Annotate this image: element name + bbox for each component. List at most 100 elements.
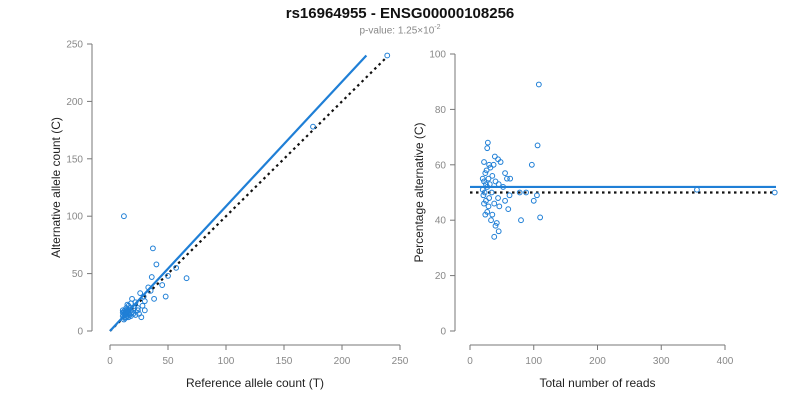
left-data-point [138,314,145,321]
right-data-point [497,159,504,165]
left-x-axis-title: Reference allele count (T) [186,376,324,390]
right-data-point [484,139,491,146]
right-data-point [507,175,514,182]
right-data-point [484,145,491,152]
left-data-point [134,305,141,311]
right-y-tick-label: 80 [435,105,447,116]
left-panel: 0 50 100 150 200 250 0 50 100 150 200 250 Reference … [49,40,409,391]
right-data-point [481,200,487,207]
left-y-tick-label: 100 [66,212,83,223]
p-value-exponent: -2 [434,24,441,31]
right-data-point [482,170,489,177]
left-data-point [310,123,316,130]
left-data-point [148,274,155,280]
left-data-point [173,264,180,271]
left-y-tick-label: 50 [72,269,84,280]
left-data-point [137,290,144,297]
left-y-axis-title: Alternative allele count (C) [49,117,63,258]
right-data-point [495,228,502,235]
right-data-point [530,197,537,204]
right-data-point [495,195,501,201]
right-data-point [502,197,508,204]
right-data-point [486,195,493,201]
right-panel: 0 100 200 300 400 0 20 40 60 80 100 Total number of… [412,50,778,390]
right-data-point [537,214,544,221]
right-data-point [491,200,498,207]
left-data-point [150,245,156,252]
left-x-tick-label: 150 [276,356,293,367]
right-data-point [518,217,524,224]
right-data-point [491,233,498,240]
left-data-point [121,213,127,220]
right-data-point [487,164,494,171]
right-data-point [479,175,486,182]
right-data-point [516,189,523,196]
left-data-point [153,261,160,268]
right-data-point [483,167,490,174]
right-data-point [771,189,778,196]
right-data-point [535,81,542,88]
right-data-point [480,192,487,199]
right-data-point [488,189,495,196]
left-x-tick-label: 50 [162,356,174,367]
left-data-point [125,314,132,321]
left-data-point [165,272,171,279]
left-data-point [151,295,157,302]
right-y-tick-label: 60 [435,160,447,171]
right-data-point [489,211,496,218]
right-x-tick-label: 100 [525,356,542,367]
right-x-axis-title: Total number of reads [539,376,655,390]
right-x-tick-label: 300 [653,356,670,367]
left-x-tick-label: 250 [392,356,409,367]
right-y-tick-label: 40 [435,216,447,227]
left-x-tick-label: 0 [107,356,113,367]
left-data-point [162,293,169,300]
right-data-point [523,189,529,196]
right-data-point [496,203,503,210]
right-data-point [489,172,496,179]
right-data-point [492,178,499,185]
left-data-point [183,275,190,282]
left-y-tick-label: 0 [77,327,83,338]
right-x-tick-label: 400 [717,356,734,367]
right-data-point [481,159,487,165]
left-data-point [132,312,139,318]
left-reference-line [109,56,387,332]
right-data-point [482,211,489,218]
right-data-point [534,192,540,199]
left-x-tick-label: 100 [218,356,235,367]
right-data-point [491,153,498,160]
right-data-point [528,161,535,168]
right-data-point [493,220,500,226]
right-data-point [502,170,508,177]
left-x-tick-label: 200 [334,356,351,367]
right-data-point [492,222,499,229]
right-data-point [488,217,494,224]
right-data-point [534,142,541,149]
chart-title: rs16964955 - ENSG00000108256 [285,5,515,22]
left-data-point [129,295,135,302]
right-x-tick-label: 0 [467,356,473,367]
right-y-tick-label: 20 [435,271,447,282]
chart-subtitle: p-value: 1.25×10-2 [0,24,800,36]
left-y-tick-label: 250 [66,40,83,51]
right-data-point [485,203,492,210]
left-data-point [384,52,391,59]
right-data-point [505,206,512,213]
left-data-point [141,307,148,314]
left-fit-line [109,54,368,332]
left-y-tick-label: 150 [66,154,83,165]
right-y-tick-label: 0 [440,327,446,338]
right-data-point [485,175,492,182]
left-data-point [141,298,148,305]
p-value-text: p-value: 1.25×10 [359,25,435,37]
right-data-point [481,189,488,196]
right-data-point [506,192,513,199]
left-data-point [159,282,166,288]
right-data-point [504,175,510,182]
left-y-tick-label: 200 [66,97,83,108]
left-data-point [139,302,146,309]
left-data-point [134,307,141,314]
